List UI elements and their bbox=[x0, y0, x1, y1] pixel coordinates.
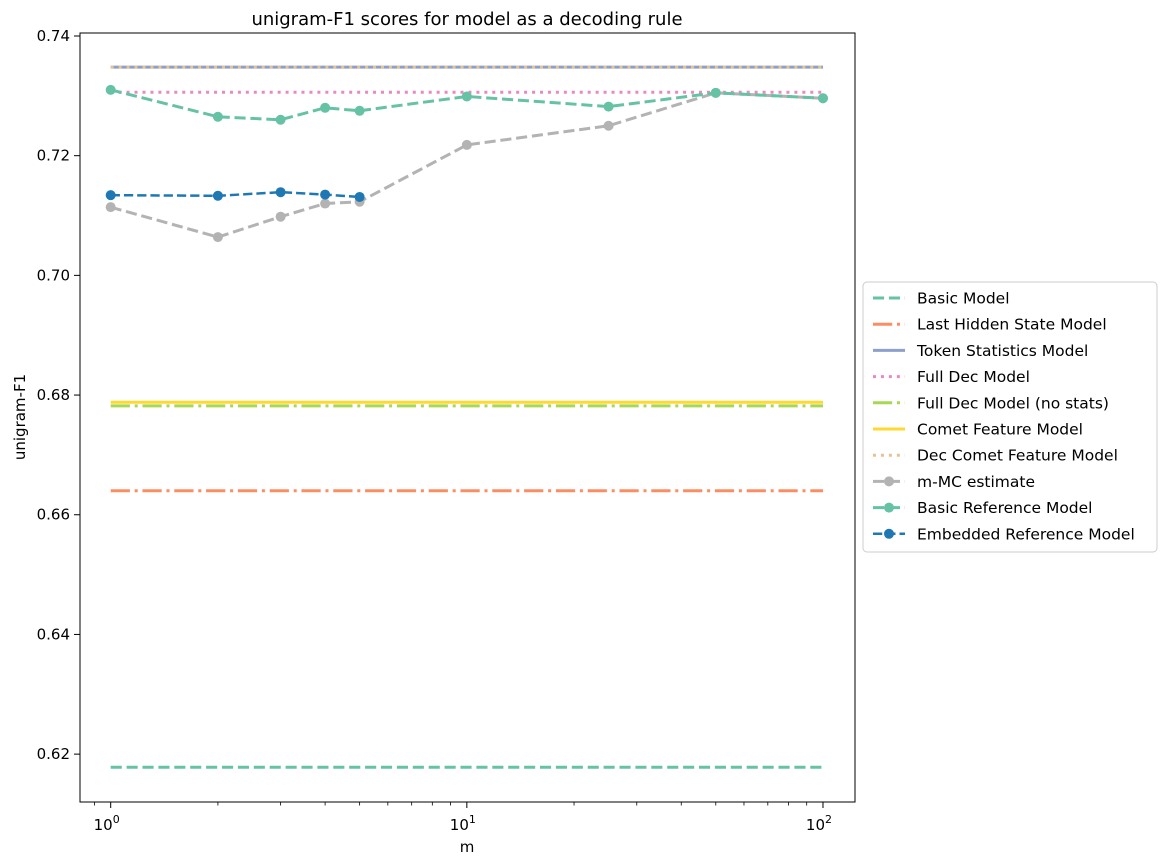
y-tick-label: 0.66 bbox=[37, 506, 70, 524]
legend-item: Full Dec Model bbox=[873, 368, 1030, 386]
data-point bbox=[603, 120, 614, 131]
data-point bbox=[320, 102, 331, 113]
x-tick-label: 102 bbox=[806, 813, 832, 834]
series-8 bbox=[105, 84, 828, 125]
data-point bbox=[817, 93, 828, 104]
y-axis-label: unigram-F1 bbox=[11, 374, 29, 460]
data-point bbox=[320, 189, 331, 200]
legend-label: Last Hidden State Model bbox=[917, 316, 1107, 334]
legend-item: Last Hidden State Model bbox=[873, 316, 1107, 334]
legend-item: m-MC estimate bbox=[873, 473, 1035, 491]
x-tick-label: 101 bbox=[450, 813, 476, 834]
data-point bbox=[212, 111, 223, 122]
y-tick-label: 0.62 bbox=[37, 745, 70, 763]
legend-item: Basic Model bbox=[873, 290, 1010, 308]
y-tick-label: 0.72 bbox=[37, 147, 70, 165]
data-point bbox=[105, 84, 116, 95]
data-point bbox=[212, 190, 223, 201]
legend-item: Full Dec Model (no stats) bbox=[873, 394, 1109, 412]
legend-marker bbox=[884, 502, 894, 513]
y-tick-label: 0.70 bbox=[37, 266, 70, 284]
legend-frame bbox=[862, 281, 1158, 553]
series-7 bbox=[105, 87, 828, 243]
legend-item: Dec Comet Feature Model bbox=[873, 447, 1118, 465]
series-layer bbox=[105, 65, 828, 769]
chart-title: unigram-F1 scores for model as a decodin… bbox=[251, 9, 682, 30]
data-point bbox=[354, 191, 365, 202]
data-point bbox=[275, 211, 286, 222]
legend-item: Comet Feature Model bbox=[873, 421, 1083, 439]
data-point bbox=[105, 202, 116, 213]
data-point bbox=[354, 105, 365, 116]
legend-label: Full Dec Model bbox=[917, 368, 1030, 386]
legend-label: Full Dec Model (no stats) bbox=[917, 394, 1109, 412]
legend-label: Token Statistics Model bbox=[916, 342, 1088, 360]
data-point bbox=[603, 101, 614, 112]
data-point bbox=[105, 190, 116, 201]
legend-label: Basic Reference Model bbox=[917, 499, 1092, 517]
legend-label: Comet Feature Model bbox=[917, 421, 1083, 439]
legend-label: Embedded Reference Model bbox=[917, 525, 1135, 543]
data-point bbox=[320, 198, 331, 209]
legend-label: Dec Comet Feature Model bbox=[917, 447, 1118, 465]
legend-item: Basic Reference Model bbox=[873, 499, 1092, 517]
series-line bbox=[110, 88, 824, 122]
series-9 bbox=[105, 187, 365, 202]
legend-item: Token Statistics Model bbox=[873, 342, 1088, 360]
legend-marker bbox=[884, 528, 894, 539]
legend: Basic Model Last Hidden State Model Token … bbox=[862, 281, 1158, 553]
y-axis: 0.62 0.64 0.66 0.68 0.70 0.72 0.74 bbox=[37, 27, 80, 763]
data-point bbox=[275, 114, 286, 125]
x-tick-label: 100 bbox=[94, 813, 120, 834]
data-point bbox=[710, 87, 721, 98]
legend-label: Basic Model bbox=[917, 290, 1010, 308]
plot-frame bbox=[79, 32, 856, 803]
y-tick-label: 0.64 bbox=[37, 625, 70, 643]
data-point bbox=[275, 187, 286, 198]
series-line bbox=[110, 190, 360, 199]
y-tick-label: 0.74 bbox=[37, 27, 70, 45]
data-point bbox=[461, 91, 472, 102]
x-axis: 100 101 102 bbox=[94, 802, 832, 834]
x-axis-label: m bbox=[460, 838, 475, 856]
data-point bbox=[461, 139, 472, 150]
legend-item: Embedded Reference Model bbox=[873, 525, 1135, 543]
legend-label: m-MC estimate bbox=[917, 473, 1035, 491]
y-tick-label: 0.68 bbox=[37, 386, 70, 404]
legend-marker bbox=[884, 476, 894, 487]
data-point bbox=[212, 232, 223, 243]
